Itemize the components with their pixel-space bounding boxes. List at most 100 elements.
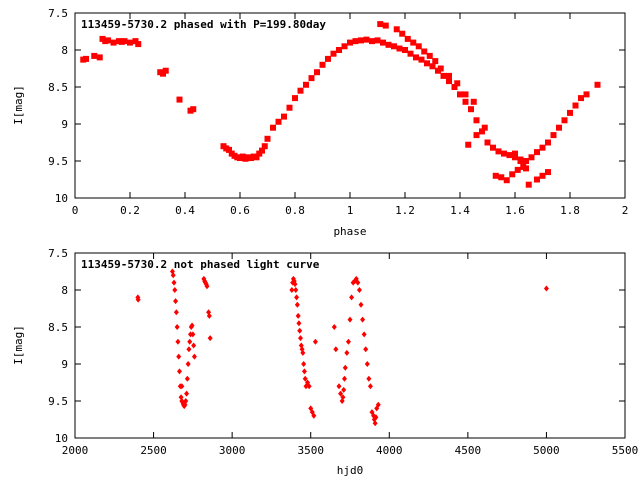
data-point <box>333 346 339 353</box>
data-point <box>189 322 195 329</box>
y-axis-label: I[mag] <box>12 325 25 365</box>
data-point <box>297 327 303 334</box>
data-point <box>342 375 347 382</box>
y-tick-label: 10 <box>55 432 68 445</box>
x-tick-label: 2500 <box>140 444 167 457</box>
data-point <box>534 176 540 183</box>
y-tick-label: 7.5 <box>48 247 68 260</box>
x-tick-label: 2000 <box>62 444 89 457</box>
unphased-chart: 2000 2500 3000 3500 4000 4500 5000 5500 7.5 8 8.5 9… <box>12 247 638 477</box>
x-tick-label: 4500 <box>455 444 482 457</box>
data-point <box>341 43 348 50</box>
data-point <box>369 38 375 45</box>
data-point <box>347 316 353 323</box>
data-point <box>473 132 480 139</box>
data-point <box>377 21 384 28</box>
data-point <box>297 87 304 94</box>
data-point <box>314 69 320 76</box>
data-point <box>418 56 425 63</box>
data-point <box>404 35 411 42</box>
data-point <box>308 75 315 82</box>
data-point <box>358 37 364 44</box>
data-point <box>545 139 551 146</box>
data-point <box>364 361 370 367</box>
data-point <box>298 335 303 342</box>
data-point <box>319 61 326 68</box>
data-point <box>286 104 293 111</box>
data-point <box>512 154 518 161</box>
data-point <box>451 84 458 90</box>
data-point <box>506 152 513 159</box>
y-tick-label: 8.5 <box>48 81 68 94</box>
data-point <box>375 401 381 408</box>
data-point <box>302 375 308 382</box>
data-point <box>462 98 469 105</box>
data-point <box>345 338 351 345</box>
x-tick-label: 1.4 <box>450 204 470 217</box>
data-point <box>373 414 379 421</box>
data-point <box>292 281 298 288</box>
data-point <box>454 80 461 87</box>
data-point <box>127 39 133 46</box>
data-point <box>545 169 551 176</box>
data-point <box>465 141 472 148</box>
data-point <box>349 294 355 301</box>
data-point <box>344 349 350 356</box>
data-point <box>479 128 485 135</box>
data-point <box>173 298 179 305</box>
data-point <box>261 143 268 150</box>
x-tick-label: 0 <box>72 204 79 217</box>
data-point <box>183 398 189 404</box>
data-point <box>296 320 302 327</box>
x-tick-label: 4000 <box>376 444 403 457</box>
data-point <box>187 338 193 345</box>
data-point <box>191 353 197 360</box>
data-point <box>457 91 463 98</box>
data-point <box>175 338 181 345</box>
data-point <box>556 124 562 131</box>
data-point <box>462 91 469 98</box>
data-point <box>264 135 271 142</box>
data-point <box>174 324 180 330</box>
data-point <box>495 148 502 155</box>
data-point <box>173 309 179 316</box>
data-point <box>473 117 480 124</box>
data-point <box>292 95 298 102</box>
data-point <box>190 106 197 113</box>
data-point <box>289 287 295 293</box>
data-point <box>481 124 488 131</box>
data-point <box>294 294 300 301</box>
y-tick-label: 8.5 <box>48 321 68 334</box>
data-point <box>509 171 516 178</box>
y-tick-label: 10 <box>55 192 68 205</box>
data-point <box>492 172 499 179</box>
phased-chart: 0 0.2 0.4 0.6 0.8 1 1.2 1.4 1.6 1.8 2 7.5 8 8.5 9 9.5 10… <box>12 7 628 238</box>
data-point <box>399 30 406 37</box>
data-point <box>226 146 232 153</box>
data-point <box>121 38 128 45</box>
data-point <box>177 368 182 375</box>
data-point <box>380 39 386 46</box>
data-point <box>528 154 535 161</box>
data-point <box>561 117 568 124</box>
data-point <box>534 149 540 156</box>
y-tick-label: 9 <box>61 118 68 131</box>
data-point <box>407 50 414 57</box>
data-point <box>374 37 381 44</box>
data-point <box>396 45 403 52</box>
data-point <box>523 165 529 172</box>
data-point <box>342 364 348 371</box>
data-point <box>410 39 417 46</box>
data-point <box>190 331 196 338</box>
data-point <box>512 150 518 157</box>
data-point <box>105 37 111 44</box>
data-point <box>572 102 579 109</box>
data-point <box>539 172 546 179</box>
data-point <box>206 312 212 319</box>
data-point <box>301 368 307 375</box>
data-point <box>204 283 210 290</box>
data-point <box>170 272 176 279</box>
data-point <box>446 78 452 85</box>
x-tick-label: 1 <box>347 204 354 217</box>
data-point <box>312 338 318 345</box>
